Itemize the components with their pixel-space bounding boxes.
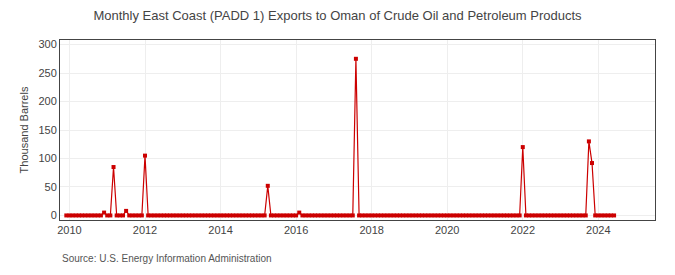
svg-text:2014: 2014: [208, 224, 232, 236]
svg-text:2024: 2024: [586, 224, 610, 236]
svg-text:Source: U.S. Energy Informatio: Source: U.S. Energy Information Administ…: [62, 253, 272, 264]
svg-text:150: 150: [38, 124, 56, 136]
svg-text:2018: 2018: [359, 224, 383, 236]
svg-text:0: 0: [51, 209, 57, 221]
svg-text:200: 200: [38, 95, 56, 107]
svg-text:250: 250: [38, 67, 56, 79]
svg-text:2010: 2010: [57, 224, 81, 236]
svg-text:Thousand Barrels: Thousand Barrels: [18, 86, 30, 173]
svg-text:2016: 2016: [284, 224, 308, 236]
svg-text:2012: 2012: [133, 224, 157, 236]
svg-text:Monthly East Coast (PADD 1) Ex: Monthly East Coast (PADD 1) Exports to O…: [93, 8, 582, 23]
svg-text:2022: 2022: [511, 224, 535, 236]
svg-text:300: 300: [38, 38, 56, 50]
svg-text:50: 50: [45, 181, 57, 193]
svg-text:100: 100: [38, 152, 56, 164]
svg-text:2020: 2020: [435, 224, 459, 236]
